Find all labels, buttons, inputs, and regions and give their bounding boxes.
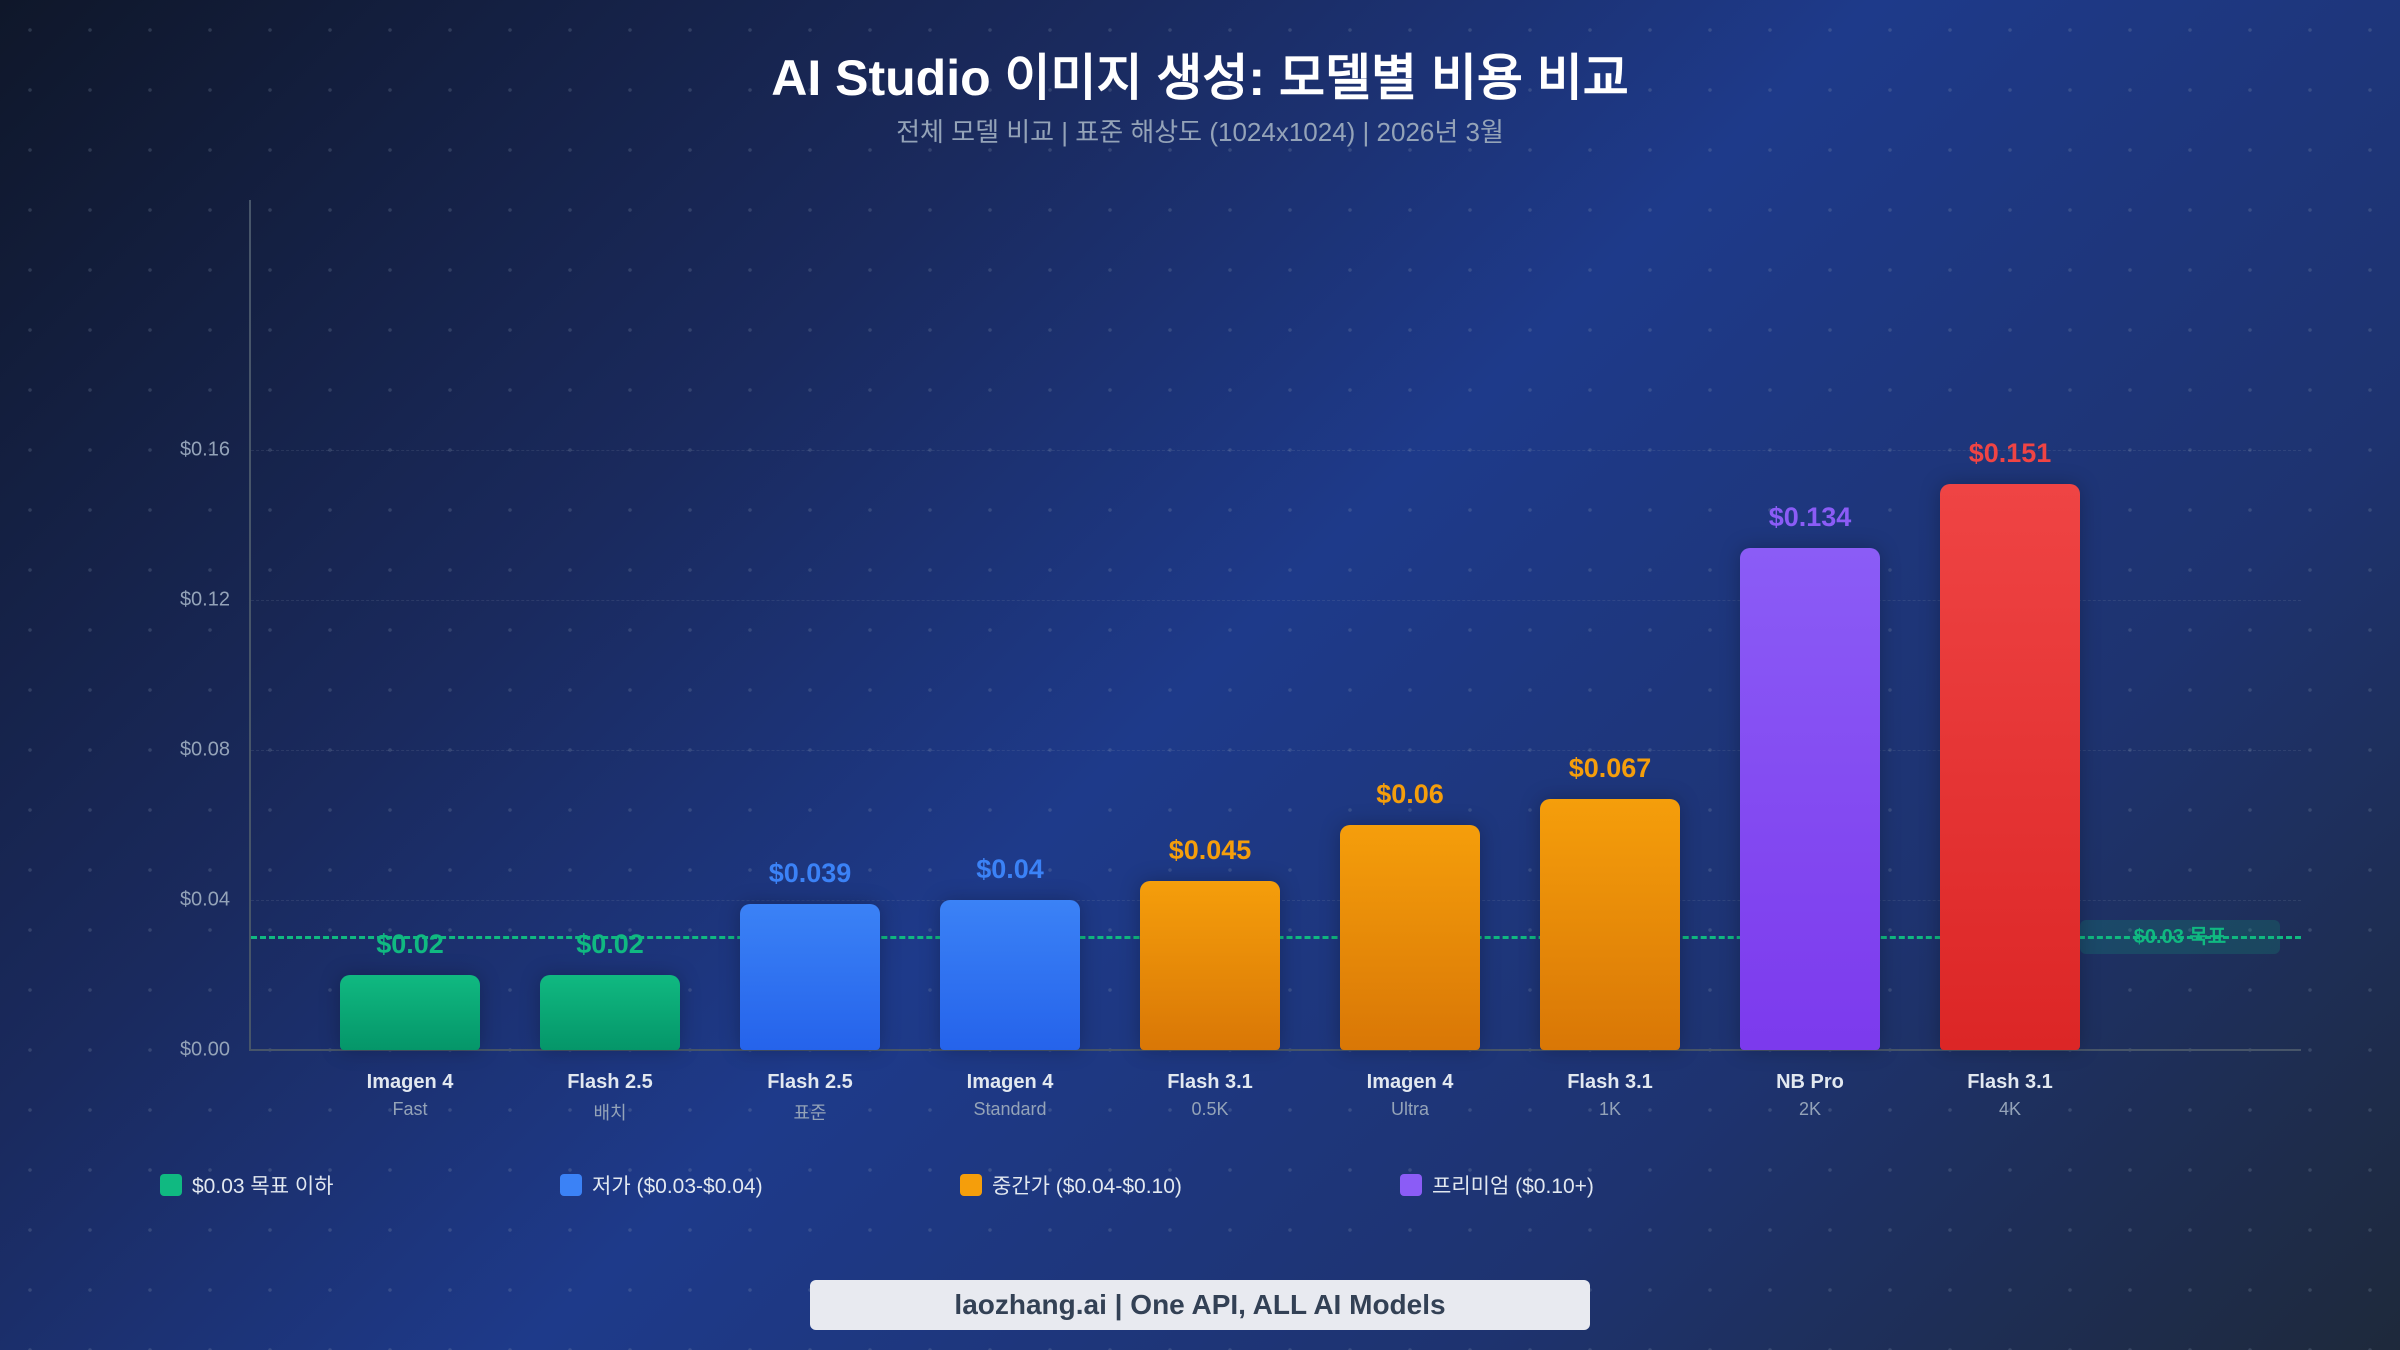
bar[interactable] (1540, 798, 1680, 1050)
legend-label: $0.03 목표 이하 (192, 1175, 334, 1198)
bar[interactable] (1940, 483, 2080, 1050)
target-label: $0.03 목표 (2133, 926, 2227, 948)
x-tick-sublabel: 배치 (593, 1103, 627, 1123)
gridline (251, 750, 2301, 751)
chart-title: AI Studio 이미지 생성: 모델별 비용 비교 (771, 50, 1629, 106)
x-tick-sublabel: 0.5K (1191, 1099, 1229, 1119)
y-tick-label: $0.04 (179, 888, 230, 911)
x-tick-sublabel: 표준 (793, 1103, 827, 1123)
x-tick-sublabel: 2K (1798, 1099, 1822, 1119)
bar[interactable] (1340, 825, 1480, 1050)
legend-item: 저가 ($0.03-$0.04) (560, 1170, 763, 1200)
gridline (251, 600, 2301, 601)
x-tick-label: Flash 2.5 (767, 1071, 853, 1093)
x-tick-sublabel: Standard (973, 1099, 1047, 1119)
y-tick-label: $0.12 (179, 588, 230, 611)
x-tick-label: Flash 2.5 (567, 1071, 653, 1093)
gridline (251, 450, 2301, 451)
bar-value-label: $0.06 (1376, 779, 1444, 809)
legend-label: 저가 ($0.03-$0.04) (592, 1175, 763, 1198)
x-tick-label: Imagen 4 (966, 1071, 1054, 1093)
x-tick-label: Imagen 4 (366, 1071, 454, 1093)
x-tick-sublabel: Ultra (1390, 1099, 1429, 1119)
x-tick-sublabel: 4K (1998, 1099, 2022, 1119)
bar-value-label: $0.02 (376, 929, 444, 959)
x-tick-label: Flash 3.1 (1567, 1071, 1653, 1093)
bar-value-label: $0.02 (576, 929, 644, 959)
bar-value-label: $0.134 (1768, 501, 1852, 532)
bar-value-label: $0.04 (976, 854, 1044, 884)
legend-label: 프리미엄 ($0.10+) (1432, 1175, 1594, 1198)
bar[interactable] (540, 975, 680, 1050)
y-axis (249, 200, 251, 1051)
target-label-background (2080, 920, 2280, 954)
legend-item: 프리미엄 ($0.10+) (1400, 1170, 1594, 1200)
chart-subtitle: 전체 모델 비교 | 표준 해상도 (1024x1024) | 2026년 3월 (896, 117, 1504, 147)
legend-swatch (560, 1174, 582, 1196)
bar-value-label: $0.151 (1968, 437, 2052, 468)
x-tick-sublabel: Fast (392, 1099, 428, 1119)
footer-banner[interactable]: laozhang.ai | One API, ALL AI Models (810, 1280, 1590, 1330)
y-tick-label: $0.16 (179, 438, 230, 461)
legend-swatch (160, 1174, 182, 1196)
legend-swatch (1400, 1174, 1422, 1196)
legend-item: 중간가 ($0.04-$0.10) (960, 1170, 1182, 1200)
bar[interactable] (1140, 881, 1280, 1050)
legend-swatch (960, 1174, 982, 1196)
x-tick-label: NB Pro (1776, 1071, 1844, 1093)
legend-item: $0.03 목표 이하 (160, 1170, 334, 1200)
y-tick-label: $0.08 (179, 738, 230, 761)
bar[interactable] (940, 900, 1080, 1050)
x-tick-label: Imagen 4 (1366, 1071, 1454, 1093)
bar[interactable] (1740, 547, 1880, 1050)
legend-label: 중간가 ($0.04-$0.10) (992, 1175, 1182, 1198)
bar-value-label: $0.039 (768, 857, 852, 888)
x-tick-label: Flash 3.1 (1167, 1071, 1253, 1093)
bar[interactable] (340, 975, 480, 1050)
bar[interactable] (740, 903, 880, 1050)
bar-value-label: $0.067 (1568, 752, 1652, 783)
bar-value-label: $0.045 (1168, 835, 1252, 866)
x-tick-label: Flash 3.1 (1967, 1071, 2053, 1093)
y-tick-label: $0.00 (179, 1038, 230, 1061)
x-axis (249, 1049, 2301, 1051)
x-tick-sublabel: 1K (1598, 1099, 1622, 1119)
